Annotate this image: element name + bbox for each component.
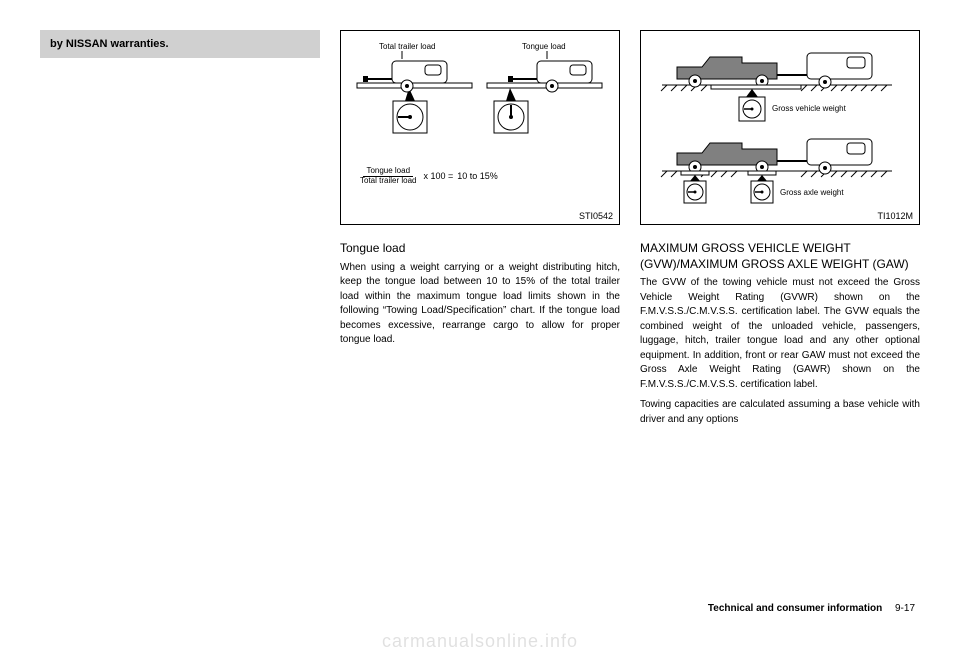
formula-result: 10 to 15% [457,171,498,181]
heading-gvw-gaw: MAXIMUM GROSS VEHICLE WEIGHT (GVW)/MAXIM… [640,241,920,272]
label-gaw: Gross axle weight [780,188,844,197]
page-footer: Technical and consumer information 9-17 [708,603,915,614]
heading-tongue-load: Tongue load [340,241,620,257]
para-gvw-2: Towing capacities are calculated assumin… [640,398,920,427]
gvw-gaw-diagram: Gross vehicle weight [647,39,907,214]
formula-fraction: Tongue load Total trailer load [357,167,419,186]
page-container: by NISSAN warranties. Total trailer load [0,0,960,453]
para-gvw-1: The GVW of the towing vehicle must not e… [640,276,920,392]
footer-page: 9-17 [895,603,915,614]
column-3: Gross vehicle weight [640,30,920,433]
tongue-load-diagram: Total trailer load Tongue loa [347,39,607,149]
column-2: Total trailer load Tongue loa [340,30,620,433]
formula-mult: x 100 = [423,171,453,181]
warranty-box: by NISSAN warranties. [40,30,320,58]
tongue-load-formula: Tongue load Total trailer load x 100 = 1… [357,167,498,186]
footer-section: Technical and consumer information [708,603,882,614]
figure-ref-1: STI0542 [579,211,613,221]
watermark: carmanualsonline.info [0,631,960,652]
column-1: by NISSAN warranties. [40,30,320,433]
label-gvw: Gross vehicle weight [772,104,847,113]
figure-gvw-gaw: Gross vehicle weight [640,30,920,225]
label-tongue-load: Tongue load [522,42,566,51]
figure-tongue-load: Total trailer load Tongue loa [340,30,620,225]
para-tongue-load: When using a weight carrying or a weight… [340,261,620,348]
figure-ref-2: TI1012M [877,211,913,221]
warranty-text: by NISSAN warranties. [50,38,169,50]
formula-denominator: Total trailer load [357,177,419,186]
label-total-trailer: Total trailer load [379,42,435,51]
